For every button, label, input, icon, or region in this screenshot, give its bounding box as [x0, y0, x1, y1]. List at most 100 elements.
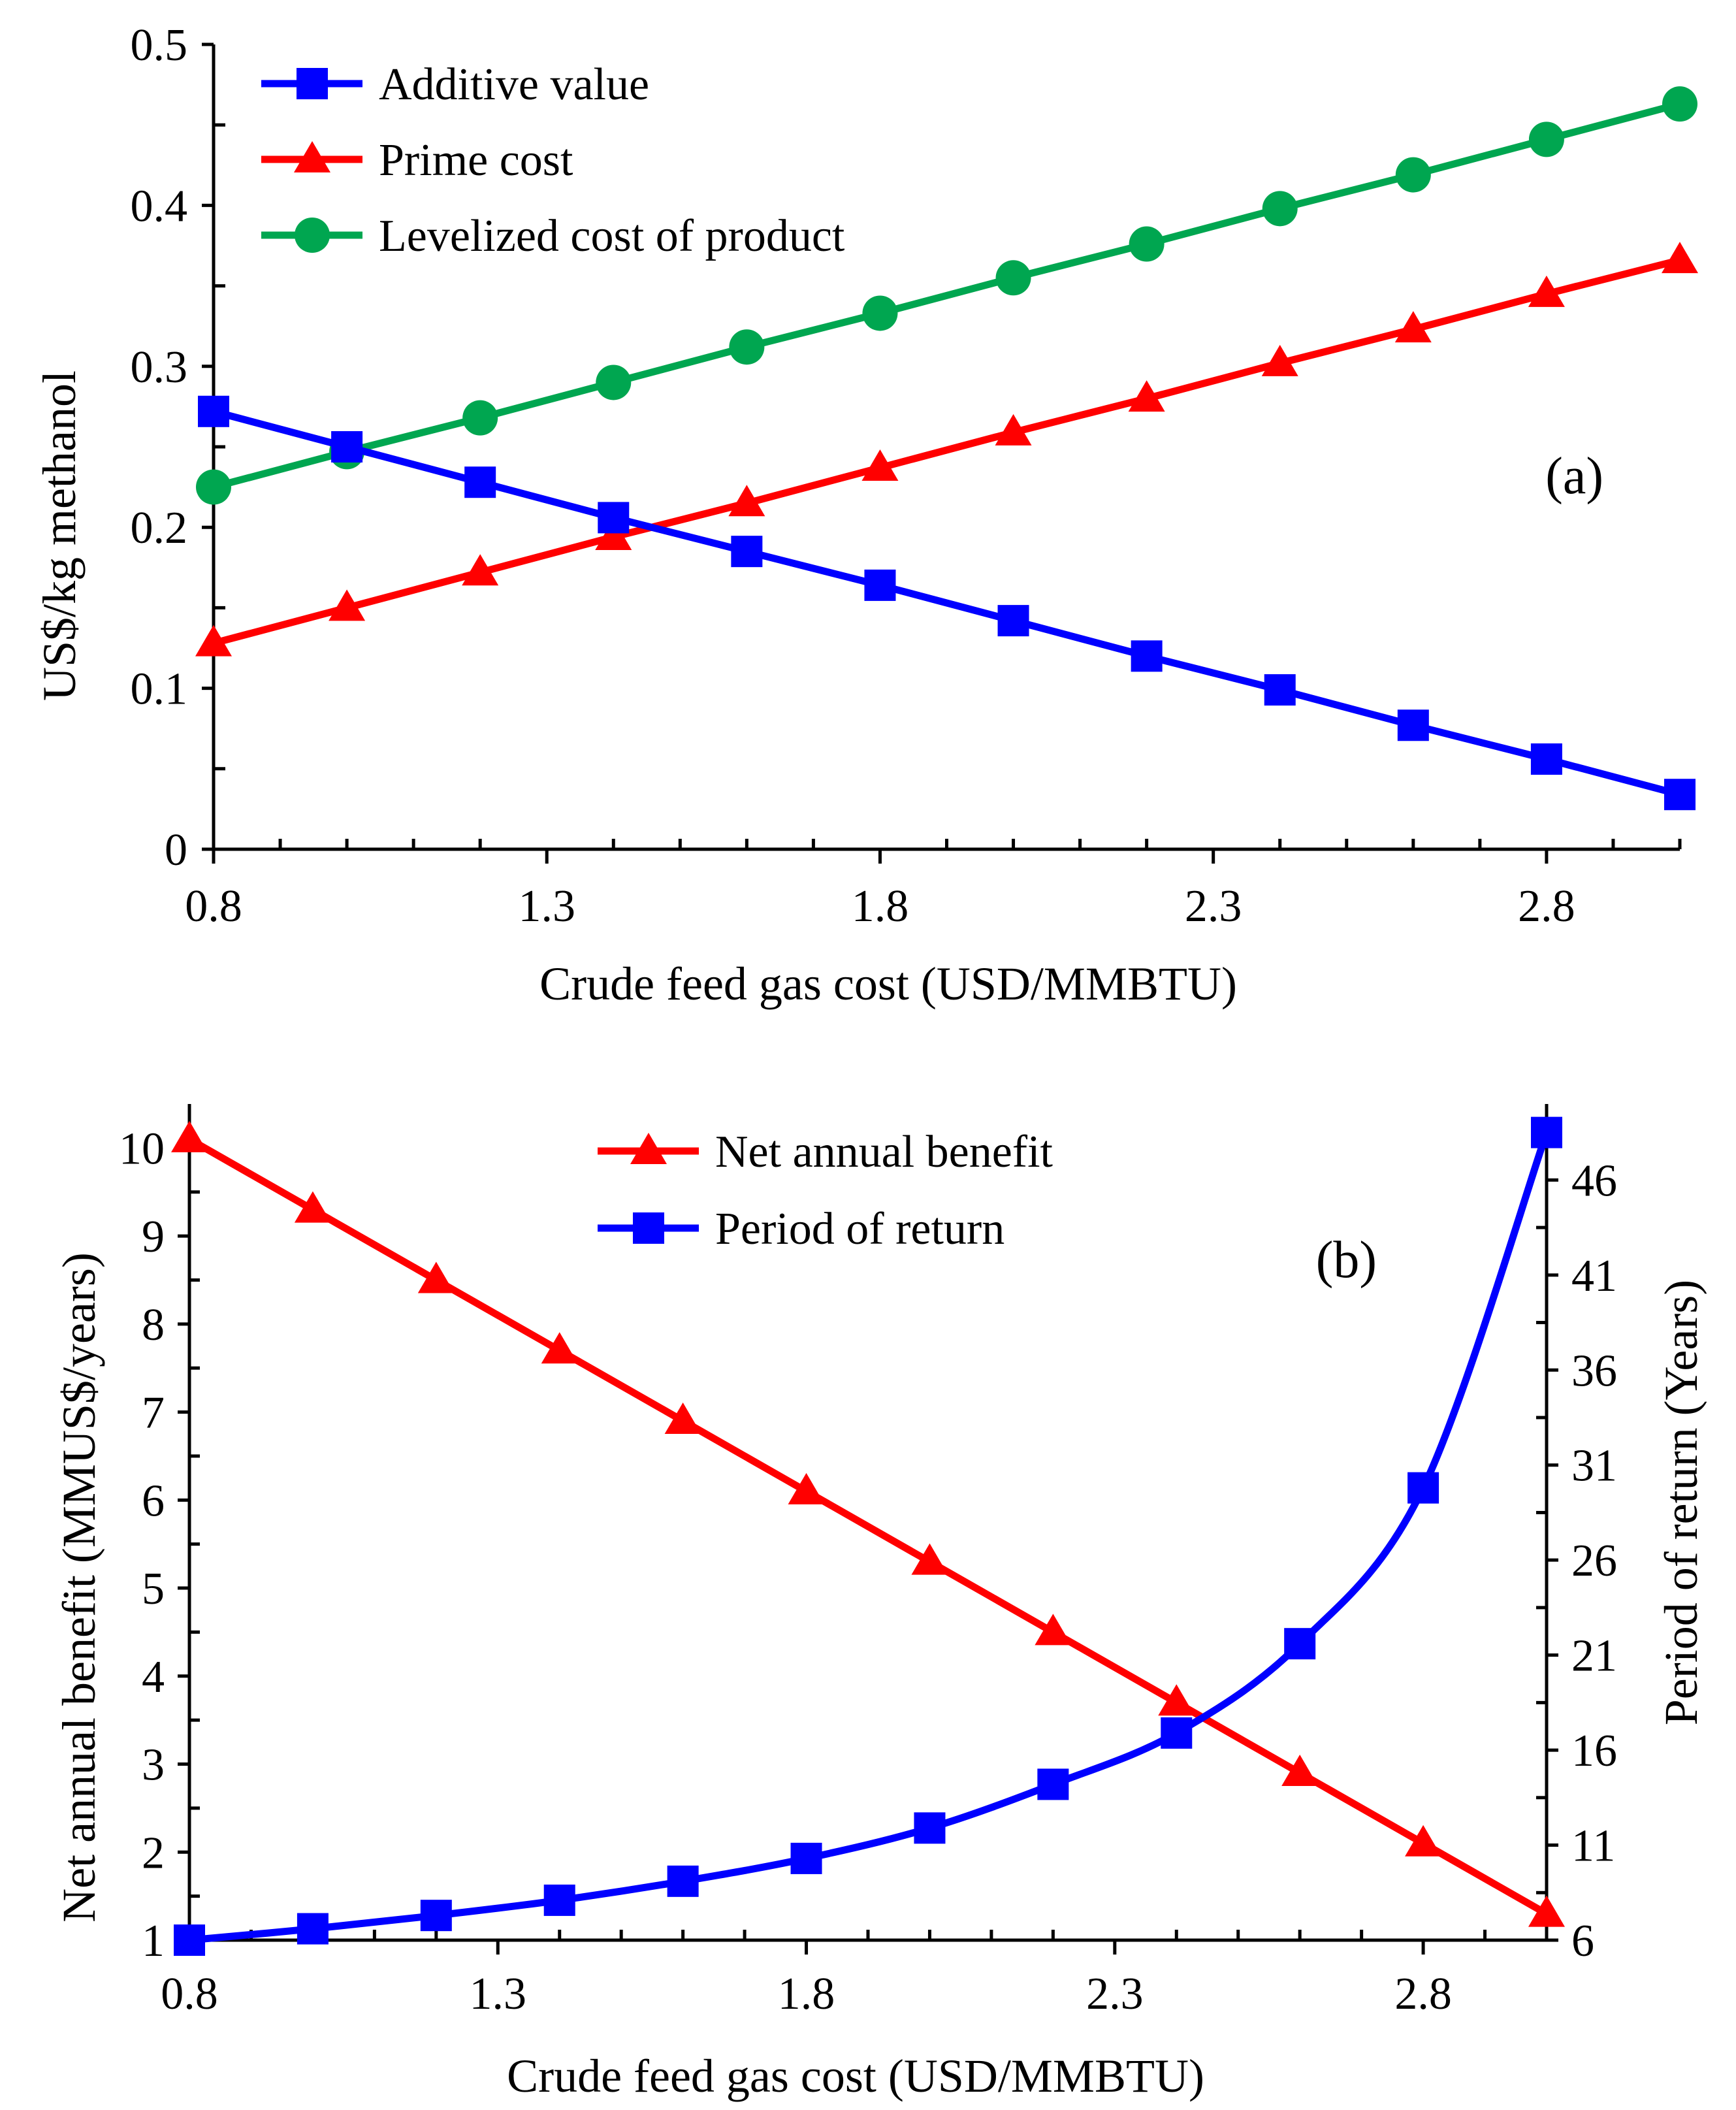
- chart-b-left-y-tick-label: 7: [142, 1388, 165, 1438]
- legend-entry-prime-cost: Prime cost: [261, 135, 573, 186]
- data-point-additive-value: [1530, 743, 1562, 775]
- data-point-additive-value: [1264, 674, 1296, 706]
- series-line-prime-cost: [212, 256, 1681, 647]
- data-point-net-annual-benefit: [294, 1191, 331, 1223]
- chart-b-x-tick-label: 2.3: [1086, 1969, 1144, 2019]
- chart-b-right-y-tick-label: 26: [1571, 1536, 1617, 1586]
- data-point-net-annual-benefit: [911, 1543, 948, 1575]
- chart-b-right-y-axis-title: Period of return (Years): [1655, 1280, 1707, 1726]
- chart-b-x-axis-title: Crude feed gas cost (USD/MMBTU): [507, 2050, 1204, 2102]
- data-point-additive-value: [198, 395, 229, 427]
- chart-b-right-y-tick-label: 41: [1571, 1251, 1617, 1301]
- legend-label-levelized-cost: Levelized cost of product: [379, 211, 845, 261]
- data-point-net-annual-benefit: [171, 1120, 208, 1152]
- legend-circle-marker-icon: [295, 218, 330, 253]
- chart-a-y-tick-label: 0: [165, 825, 187, 875]
- series-line-net-annual-benefit: [187, 1136, 1549, 1917]
- data-point-net-annual-benefit: [664, 1403, 701, 1435]
- chart-a-y-tick-label: 0.2: [131, 503, 188, 553]
- data-point-period-of-return: [1407, 1472, 1439, 1504]
- legend-entry-additive-value: Additive value: [261, 59, 649, 110]
- chart-b-left-y-tick-label: 2: [142, 1828, 165, 1878]
- legend-entry-levelized-cost: Levelized cost of product: [261, 211, 845, 261]
- data-point-period-of-return: [543, 1884, 575, 1916]
- data-point-levelized-cost-of-product: [1395, 157, 1431, 193]
- data-point-additive-value: [1131, 640, 1163, 672]
- data-point-levelized-cost-of-product: [1129, 226, 1165, 262]
- chart-a-x-tick-label: 2.3: [1185, 881, 1242, 932]
- chart-b-x-tick-label: 1.3: [470, 1969, 527, 2019]
- data-point-additive-value: [464, 466, 496, 498]
- chart-b-right-y-tick-label: 36: [1571, 1346, 1617, 1396]
- data-point-levelized-cost-of-product: [462, 400, 498, 436]
- chart-a-y-tick-label: 0.1: [131, 664, 188, 715]
- data-point-period-of-return: [297, 1913, 329, 1945]
- series-line-additive-value: [212, 408, 1681, 798]
- chart-b-x-tick-label: 0.8: [161, 1969, 218, 2019]
- data-point-prime-cost: [1662, 242, 1698, 274]
- data-point-prime-cost: [1394, 311, 1432, 343]
- data-point-prime-cost: [195, 625, 232, 657]
- data-point-additive-value: [598, 502, 630, 534]
- chart-a: (a) 0 0.1 0.2 0.3 0.4 0.5 0.8 1.3 1.8 2.3 2.8 Crud…: [33, 20, 1698, 1010]
- data-point-period-of-return: [1531, 1116, 1562, 1148]
- data-point-prime-cost: [995, 414, 1032, 446]
- chart-b-right-y-tick-label: 6: [1571, 1916, 1594, 1966]
- data-point-period-of-return: [790, 1842, 822, 1874]
- chart-b-right-y-tick-label: 16: [1571, 1726, 1617, 1776]
- chart-b-right-y-tick-label: 31: [1571, 1441, 1617, 1491]
- series-line-levelized-cost-of-product: [212, 100, 1681, 491]
- legend-label-net-annual-benefit: Net annual benefit: [715, 1127, 1053, 1177]
- chart-b-left-y-tick-label: 5: [142, 1564, 165, 1614]
- chart-b-left-y-tick-label: 4: [142, 1652, 165, 1702]
- data-point-levelized-cost-of-product: [596, 365, 632, 400]
- chart-a-series: [195, 86, 1698, 811]
- chart-b-right-y-tick-label: 11: [1571, 1821, 1615, 1872]
- data-point-prime-cost: [595, 518, 632, 550]
- chart-b-left-y-tick-label: 10: [119, 1124, 165, 1174]
- data-point-prime-cost: [329, 589, 366, 621]
- chart-b-left-y-axis-title: Net annual benefit (MMUS$/years): [53, 1252, 105, 1923]
- chart-b-series: [171, 1116, 1565, 1956]
- chart-b-right-y-tick-label: 21: [1571, 1631, 1617, 1681]
- chart-a-y-axis-title: US$/kg methanol: [33, 370, 86, 701]
- data-point-prime-cost: [1528, 275, 1565, 307]
- data-point-net-annual-benefit: [1281, 1755, 1319, 1786]
- chart-b-legend: Net annual benefit Period of return: [598, 1127, 1053, 1254]
- data-point-levelized-cost-of-product: [729, 329, 765, 365]
- data-point-additive-value: [864, 569, 896, 601]
- chart-b-left-y-tick-label: 8: [142, 1300, 165, 1350]
- data-point-period-of-return: [1161, 1717, 1193, 1749]
- chart-a-y-tick-label: 0.3: [131, 342, 188, 393]
- legend-triangle-marker-icon: [294, 141, 330, 172]
- data-point-prime-cost: [1128, 380, 1165, 412]
- data-point-additive-value: [1397, 709, 1429, 741]
- chart-a-panel-label: (a): [1545, 447, 1603, 505]
- data-point-period-of-return: [667, 1865, 699, 1897]
- data-point-additive-value: [731, 536, 763, 568]
- chart-a-x-tick-label: 1.8: [852, 881, 909, 932]
- chart-a-x-tick-label: 0.8: [185, 881, 242, 932]
- data-point-net-annual-benefit: [1405, 1825, 1442, 1857]
- data-point-levelized-cost-of-product: [862, 295, 898, 331]
- chart-b-left-y-tick-label: 6: [142, 1476, 165, 1526]
- legend-square-marker-icon: [633, 1212, 664, 1244]
- chart-a-y-tick-label: 0.4: [131, 181, 188, 231]
- data-point-period-of-return: [174, 1924, 205, 1956]
- data-point-period-of-return: [420, 1900, 452, 1932]
- data-point-levelized-cost-of-product: [1528, 122, 1564, 157]
- data-point-period-of-return: [914, 1812, 946, 1844]
- chart-b-panel-label: (b): [1316, 1231, 1377, 1289]
- data-point-prime-cost: [861, 449, 899, 481]
- legend-triangle-marker-icon: [630, 1133, 667, 1164]
- legend-entry-period-of-return: Period of return: [598, 1204, 1005, 1254]
- data-point-prime-cost: [728, 485, 765, 517]
- legend-label-period-of-return: Period of return: [715, 1204, 1005, 1254]
- data-point-net-annual-benefit: [541, 1332, 578, 1364]
- data-point-net-annual-benefit: [1528, 1895, 1565, 1927]
- legend-label-prime-cost: Prime cost: [379, 135, 573, 186]
- chart-a-x-tick-label: 2.8: [1518, 881, 1575, 932]
- legend-entry-net-annual-benefit: Net annual benefit: [598, 1127, 1053, 1177]
- chart-b-right-y-tick-label: 46: [1571, 1156, 1617, 1206]
